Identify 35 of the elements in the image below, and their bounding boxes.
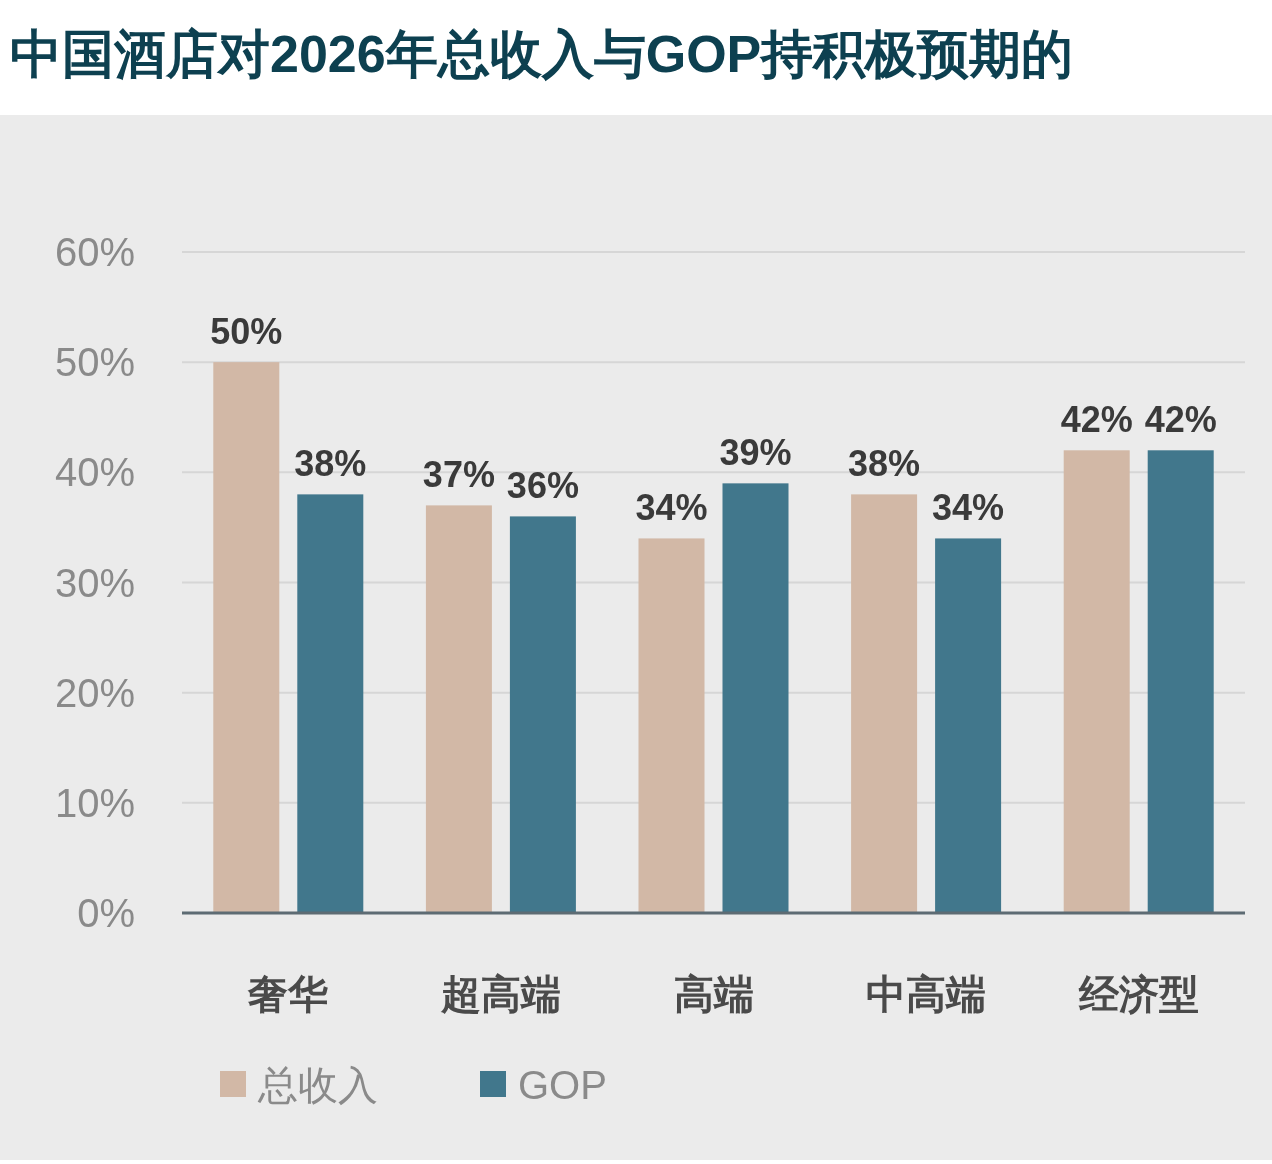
data-label: 36% (506, 465, 579, 507)
bar (509, 516, 576, 913)
x-tick-label: 中高端 (866, 972, 987, 1016)
y-tick-label: 50% (54, 340, 135, 385)
data-label: 37% (422, 454, 495, 496)
bar (425, 505, 492, 913)
bar (1063, 450, 1130, 913)
legend-label: 总收入 (257, 1063, 378, 1107)
bar (297, 494, 364, 913)
y-tick-label: 10% (54, 780, 135, 825)
x-tick-label: 超高端 (439, 972, 561, 1016)
chart-title: 中国酒店对2026年总收入与GOP持积极预期的 (10, 25, 1074, 83)
x-tick-label: 经济型 (1077, 972, 1199, 1016)
legend-label: GOP (518, 1063, 607, 1107)
bar (638, 538, 705, 913)
y-tick-label: 0% (77, 891, 135, 935)
y-tick-label: 30% (54, 560, 135, 605)
y-tick-label: 20% (54, 670, 135, 715)
data-label: 50% (210, 311, 283, 353)
data-label: 42% (1144, 399, 1217, 441)
x-tick-label: 奢华 (247, 972, 329, 1016)
bar (722, 483, 789, 913)
x-tick-label: 高端 (673, 972, 754, 1016)
data-label: 34% (932, 487, 1005, 529)
y-tick-label: 40% (54, 450, 135, 495)
data-label: 34% (635, 487, 708, 529)
data-label: 38% (848, 443, 921, 485)
data-label: 42% (1060, 399, 1133, 441)
bar (851, 494, 918, 913)
bar (935, 538, 1002, 913)
bar (1147, 450, 1214, 913)
bar (213, 362, 280, 913)
y-tick-label: 60% (54, 230, 135, 274)
data-label: 39% (719, 432, 792, 474)
data-label: 38% (294, 443, 367, 485)
